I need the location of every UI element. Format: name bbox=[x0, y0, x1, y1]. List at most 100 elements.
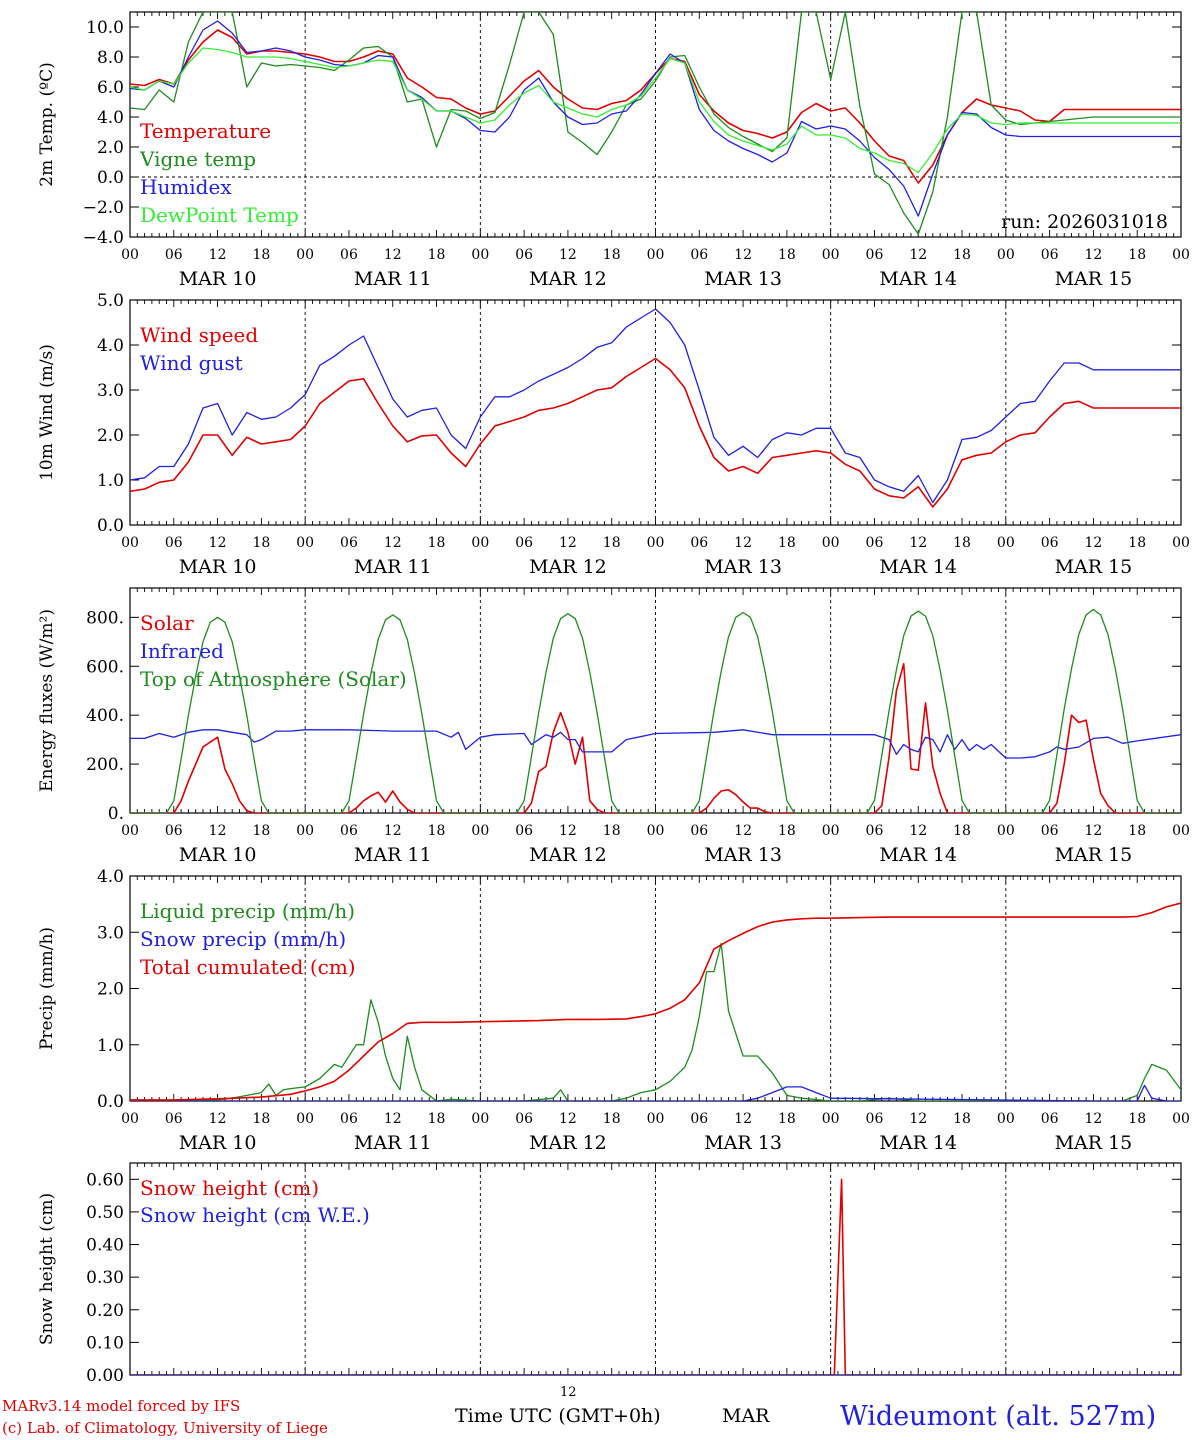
x-tick-label: 00 bbox=[296, 535, 314, 551]
day-label: MAR 13 bbox=[704, 1132, 782, 1154]
x-tick-label: 18 bbox=[603, 535, 621, 551]
day-label: MAR 12 bbox=[529, 268, 607, 290]
x-tick-label: 12 bbox=[559, 823, 577, 839]
day-label: MAR 11 bbox=[354, 1132, 432, 1154]
day-label: MAR 13 bbox=[704, 844, 782, 866]
x-tick-label: 18 bbox=[1128, 535, 1146, 551]
y-tick-label: −4.0 bbox=[83, 228, 124, 248]
y-tick-label: 0.30 bbox=[86, 1268, 124, 1288]
panel-2: 5.0 4.0 3.0 2.0 1.0 0.0 10m Wind (m/s) 00 06 12 18… bbox=[37, 291, 1190, 578]
legend-entry: Wind speed bbox=[140, 323, 258, 347]
x-tick-label: 18 bbox=[603, 247, 621, 263]
x-tick-label: 00 bbox=[647, 823, 665, 839]
x-tick-label: 18 bbox=[428, 823, 446, 839]
x-tick-label: 06 bbox=[1041, 1111, 1059, 1127]
x-tick-label: 00 bbox=[647, 535, 665, 551]
x-tick-label: 12 bbox=[734, 247, 752, 263]
x-tick-label: 12 bbox=[909, 247, 927, 263]
y-tick-label: 4.0 bbox=[97, 108, 124, 128]
x-tick-label: 12 bbox=[384, 535, 402, 551]
legend-entry: Top of Atmosphere (Solar) bbox=[140, 667, 407, 691]
model-credit: MARv3.14 model forced by IFS bbox=[2, 1397, 241, 1415]
legend-entry: Infrared bbox=[140, 639, 224, 663]
y-tick-label: 0.40 bbox=[86, 1236, 124, 1256]
plot-frame bbox=[129, 299, 1182, 526]
x-tick-label: 00 bbox=[997, 823, 1015, 839]
x-tick-label: 12 bbox=[1085, 823, 1103, 839]
series-line-wind-gust bbox=[130, 308, 1181, 504]
y-tick-label: 1.0 bbox=[97, 471, 124, 491]
day-label: MAR 15 bbox=[1055, 1132, 1133, 1154]
y-tick-label: 5.0 bbox=[97, 291, 124, 311]
x-tick-label: 00 bbox=[471, 1111, 489, 1127]
x-tick-label: 06 bbox=[165, 823, 183, 839]
day-label: MAR 14 bbox=[879, 844, 957, 866]
series-line-snow-precip-mm-h bbox=[130, 1084, 1181, 1101]
x-tick-label: 06 bbox=[340, 1111, 358, 1127]
x-tick-label: 00 bbox=[121, 1111, 139, 1127]
panel-5: 0.60 0.50 0.40 0.30 0.20 0.10 0.00 Snow height … bbox=[37, 1162, 1182, 1386]
day-label: MAR 12 bbox=[529, 1132, 607, 1154]
x-axis-month: MAR bbox=[722, 1405, 770, 1427]
x-tick-label: 06 bbox=[690, 247, 708, 263]
x-tick-label: 06 bbox=[515, 247, 533, 263]
y-tick-label: 2.0 bbox=[97, 980, 124, 1000]
series-line-temperature bbox=[130, 29, 1181, 184]
x-tick-label: 06 bbox=[1041, 823, 1059, 839]
day-label: MAR 11 bbox=[354, 556, 432, 578]
x-tick-label: 12 bbox=[209, 1111, 227, 1127]
x-tick-label: 18 bbox=[778, 247, 796, 263]
x-tick-label: 06 bbox=[165, 1111, 183, 1127]
plot-frame bbox=[129, 587, 1182, 814]
x-tick-label: 00 bbox=[997, 535, 1015, 551]
y-tick-label: 0. bbox=[108, 804, 124, 824]
x-tick-label: 18 bbox=[953, 823, 971, 839]
y-tick-label: −2.0 bbox=[83, 198, 124, 218]
x-tick-label: 06 bbox=[515, 1111, 533, 1127]
day-label: MAR 10 bbox=[179, 268, 257, 290]
x-tick-label: 12 bbox=[209, 535, 227, 551]
y-tick-label: 4.0 bbox=[97, 336, 124, 356]
x-tick-label: 12 bbox=[384, 247, 402, 263]
y-tick-label: 2.0 bbox=[97, 138, 124, 158]
x-tick-label: 06 bbox=[866, 1111, 884, 1127]
x-tick-label: 12 bbox=[734, 823, 752, 839]
series-line-liquid-precip-mm-h bbox=[130, 942, 1181, 1101]
y-tick-label: 600. bbox=[86, 657, 124, 677]
y-tick-label: 400. bbox=[86, 706, 124, 726]
y-tick-label: 0.0 bbox=[97, 168, 124, 188]
series-line-wind-speed bbox=[130, 357, 1181, 508]
y-tick-label: 200. bbox=[86, 755, 124, 775]
x-tick-label: 06 bbox=[165, 247, 183, 263]
x-tick-label: 00 bbox=[1172, 1111, 1190, 1127]
x-tick-label: 06 bbox=[866, 823, 884, 839]
x-tick-label: 06 bbox=[690, 535, 708, 551]
x-tick-label: 06 bbox=[165, 535, 183, 551]
y-tick-label: 0.0 bbox=[97, 1092, 124, 1112]
x-tick-label: 18 bbox=[428, 1111, 446, 1127]
x-tick-label: 00 bbox=[822, 535, 840, 551]
series-line-vigne-temp bbox=[130, 12, 1181, 235]
x-tick-label: 00 bbox=[296, 1111, 314, 1127]
legend-entry: Snow height (cm) bbox=[140, 1176, 319, 1200]
y-tick-label: 0.10 bbox=[86, 1333, 124, 1353]
x-tick-label: 00 bbox=[822, 247, 840, 263]
legend-entry: Temperature bbox=[140, 119, 271, 143]
x-tick-label: 06 bbox=[340, 247, 358, 263]
x-tick-label: 12 bbox=[734, 535, 752, 551]
x-tick-label: 12 bbox=[559, 535, 577, 551]
x-tick-label: 18 bbox=[1128, 1111, 1146, 1127]
x-tick-label: 18 bbox=[778, 1111, 796, 1127]
x-tick-label: 00 bbox=[1172, 247, 1190, 263]
panel-3: 800. 600. 400. 200. 0. Energy fluxes (W/m²) 00… bbox=[37, 587, 1190, 866]
y-tick-label: 800. bbox=[86, 608, 124, 628]
x-tick-label: 00 bbox=[471, 535, 489, 551]
legend-entry: Total cumulated (cm) bbox=[140, 955, 356, 979]
x-tick-label: 12 bbox=[909, 535, 927, 551]
x-tick-label: 06 bbox=[690, 823, 708, 839]
y-tick-label: 2.0 bbox=[97, 426, 124, 446]
day-label: MAR 15 bbox=[1055, 844, 1133, 866]
x-axis-title: Time UTC (GMT+0h) bbox=[455, 1405, 661, 1427]
x-tick-label: 18 bbox=[603, 1111, 621, 1127]
